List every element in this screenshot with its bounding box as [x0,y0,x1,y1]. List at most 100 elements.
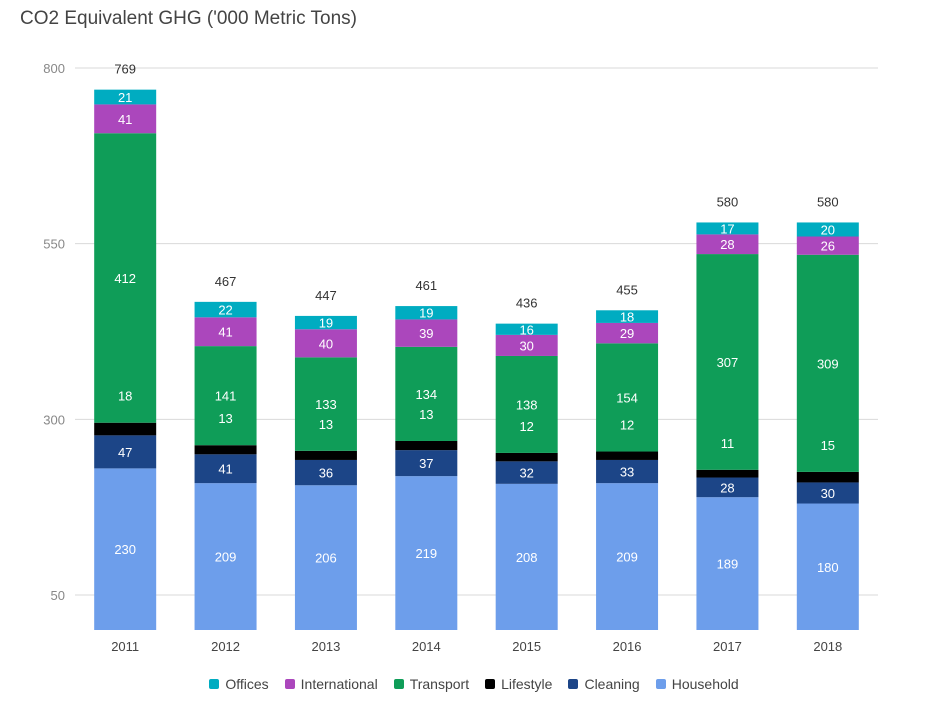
legend-swatch [284,679,295,689]
data-label: 40 [319,336,333,351]
bar-segment-transport [495,355,558,453]
data-label: 19 [419,306,433,321]
bar-segment-lifestyle [596,451,659,460]
total-label: 580 [717,194,739,209]
data-label: 412 [114,271,136,286]
bar-segment-household [94,468,157,630]
bar-segment-household [495,483,558,630]
data-label: 209 [616,550,638,565]
bar-segment-international [495,334,558,356]
bar-segment-cleaning [495,461,558,484]
data-label-lifestyle: 12 [620,418,634,433]
bar-segment-offices [696,222,759,235]
data-label: 30 [519,338,533,353]
data-label: 29 [620,326,634,341]
legend-label: Household [671,676,739,692]
bar-segment-lifestyle [395,440,458,451]
x-tick-label: 2013 [311,639,340,654]
bar-segment-offices [94,89,157,105]
bar-segment-offices [495,323,558,335]
y-tick-label: 550 [43,237,65,252]
bar-segment-household [194,483,257,630]
bar-segment-cleaning [395,450,458,477]
x-tick-label: 2016 [613,639,642,654]
legend-label: Cleaning [584,676,640,692]
x-tick-label: 2011 [111,639,139,654]
bar-segment-international [395,319,458,347]
bar-segment-offices [596,310,659,323]
bar-segment-household [596,483,659,630]
stacked-bar-chart: 5030055080023047412412118769201120941141… [43,61,878,654]
bar-segment-cleaning [94,435,157,469]
bar-segment-transport [194,346,257,446]
data-label: 33 [620,465,634,480]
data-label: 19 [319,316,333,331]
total-label: 580 [817,194,839,209]
x-tick-label: 2014 [412,639,441,654]
bar-segment-transport [294,357,357,451]
legend-item-household: Household [655,676,739,692]
data-label: 307 [717,355,739,370]
bar-segment-lifestyle [194,445,257,455]
bar-segment-household [294,485,357,630]
data-label: 189 [717,557,739,572]
bar-segment-transport [596,343,659,452]
y-tick-label: 800 [43,61,65,76]
x-tick-label: 2018 [813,639,842,654]
data-label-lifestyle: 13 [319,417,333,432]
data-label-lifestyle: 11 [721,436,735,451]
legend-label: Lifestyle [501,676,553,692]
bar-segment-international [796,236,859,255]
bar-segment-lifestyle [294,450,357,460]
chart-title: CO2 Equivalent GHG ('000 Metric Tons) [20,8,357,29]
data-label: 154 [616,390,638,405]
data-label: 219 [415,546,437,561]
data-label: 208 [516,550,538,565]
total-label: 436 [516,296,538,311]
bar-segment-offices [395,306,458,320]
data-label: 17 [720,221,734,236]
data-label: 16 [519,322,533,337]
total-label: 447 [315,288,337,303]
data-label-lifestyle: 18 [118,389,132,404]
data-label: 41 [218,462,232,477]
data-label: 37 [419,456,433,471]
chart-legend: Offices International Transport Lifestyle Cl… [0,676,948,692]
data-label: 41 [218,325,232,340]
bar-segment-lifestyle [696,469,759,478]
bar-segment-cleaning [796,482,859,504]
data-label-lifestyle: 12 [519,419,533,434]
bar-segment-lifestyle [495,452,558,462]
legend-label: Transport [409,676,470,692]
data-label-lifestyle: 13 [218,411,232,426]
data-label: 18 [620,310,634,325]
bar-segment-offices [796,222,859,237]
bar-segment-international [696,234,759,255]
data-label: 20 [821,222,835,237]
bar-segment-transport [395,346,458,441]
total-label: 769 [114,62,136,77]
legend-swatch [485,679,496,689]
bar-segment-cleaning [696,477,759,498]
y-tick-label: 50 [51,588,65,603]
bar-segment-international [596,322,659,344]
data-label: 39 [419,326,433,341]
total-label: 467 [215,274,237,289]
legend-swatch [568,679,579,689]
bar-segment-lifestyle [796,471,859,483]
data-label-lifestyle: 13 [419,407,433,422]
bar-segment-cleaning [294,459,357,486]
bar-segment-international [94,104,157,134]
bar-segment-transport [696,254,759,470]
data-label: 32 [519,466,533,481]
data-label: 28 [720,480,734,495]
data-label: 209 [215,550,237,565]
legend-item-lifestyle: Lifestyle [485,676,552,692]
bar-segment-household [395,476,458,630]
bar-segment-international [194,317,257,347]
data-label: 309 [817,356,839,371]
legend-item-international: International [284,676,378,692]
data-label: 36 [319,466,333,481]
data-label: 180 [817,560,839,575]
legend-label: Offices [225,676,269,692]
